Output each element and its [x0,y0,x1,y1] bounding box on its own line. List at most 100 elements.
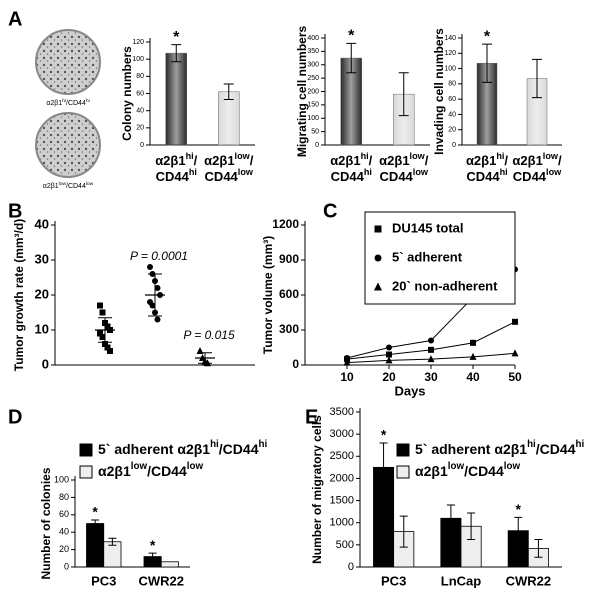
panel-letter: C [323,200,337,222]
label-run: CD44 [331,169,365,184]
x-tick-label: CD44hi [331,167,372,184]
y-tick-label: 20 [35,286,49,301]
y-axis-title: Migrating cell numbers [295,25,309,157]
error-bar [148,552,157,561]
y-tick-label: 20 [59,544,69,554]
y-tick-label: 60 [448,96,456,103]
y-tick-label: 1500 [330,494,354,506]
label-run: CD44 [380,169,414,184]
y-tick-label: 0 [140,142,144,149]
label-run: /CD44 [464,463,504,479]
marker [102,341,108,347]
p-value: P = 0.015 [183,328,235,342]
x-tick-label: α2β1low/ [512,151,562,168]
label-run: α2β1 [466,153,496,168]
y-tick-label: 50 [311,128,319,135]
label-run: α2β1 [330,153,360,168]
error-bar [482,43,492,83]
label-run: low [543,151,559,161]
error-bar [467,512,476,541]
label-run: α2β1 [43,183,59,190]
label-run: α2β1 [98,463,131,479]
error-bar [91,519,100,528]
y-tick-label: 900 [279,252,299,266]
legend-swatch [79,465,93,479]
label-run: hi [210,439,219,450]
marker [511,349,519,357]
error-bar [399,515,408,548]
label-run: / [558,153,562,168]
label-run: /CD44 [536,441,576,457]
label-run: hi [527,439,536,450]
legend-label: 5` adherent α2β1hi/CD44hi [415,439,584,457]
label-run: / [194,153,198,168]
label-run: hi [496,151,504,161]
x-tick-label: 50 [508,370,522,384]
legend-swatch [79,443,93,457]
y-tick-label: 40 [35,216,49,231]
label-run: low [131,461,148,472]
y-tick-label: 80 [448,81,456,88]
x-tick-label: 20 [382,370,396,384]
marker [386,344,392,351]
panel-letter: B [8,200,22,222]
legend-label: 20` non-adherent [392,278,498,293]
marker [99,309,106,316]
x-tick-label: 30 [424,370,438,384]
y-tick-label: 0 [348,561,354,573]
marker [386,351,392,358]
marker [374,282,382,291]
x-tick-label: CD44hi [156,167,197,184]
marker [470,339,476,346]
y-tick-label: 10 [35,321,49,336]
marker [154,285,161,291]
error-bar [148,273,162,317]
error-bar [514,516,523,545]
marker [99,334,106,340]
label-run: hi [186,151,194,161]
label-run: CD44 [466,169,500,184]
legend-label: 5` adherent [392,249,463,264]
label-run: /CD44 [147,463,187,479]
error-bar [532,58,542,99]
marker [428,346,434,353]
x-tick-label: CD44low [513,167,562,184]
y-tick-label: 20 [136,125,144,132]
marker [97,302,103,309]
marker [427,355,435,363]
y-tick-label: 0 [42,356,49,371]
y-tick-label: 100 [307,115,319,122]
label-run: 5` adherent α2β1 [98,441,210,457]
y-tick-label: 0 [315,142,319,149]
error-bar [534,539,543,558]
colony-dish [35,112,101,178]
marker [512,318,518,325]
y-tick-label: 2500 [330,450,354,462]
x-tick-label: α2β1hi/ [155,151,197,168]
significance-star: * [516,501,522,517]
y-tick-label: 120 [444,50,456,57]
y-tick-label: 1000 [330,517,354,529]
y-axis-title: Tumor growth rate (mm³/d) [12,219,26,371]
label-run: /CD44 [219,441,259,457]
y-tick-label: 100 [132,56,144,63]
bar [160,561,179,568]
x-tick-label: 40 [466,370,480,384]
marker [154,316,161,323]
x-axis-title: Days [394,383,425,398]
label-run: hi [364,167,372,177]
legend-box [364,211,516,305]
x-tick-label: CD44hi [466,167,507,184]
label-run: α2β1 [46,100,62,107]
label-run: low [546,167,562,177]
x-tick-label: 10 [340,370,354,384]
significance-star: * [484,28,491,45]
label-run: CD44 [156,169,190,184]
y-tick-label: 140 [444,35,456,42]
p-value: P = 0.0001 [130,249,188,263]
label-run: hi [62,98,66,104]
label-run: α2β1 [204,153,234,168]
legend-label: DU145 total [392,220,464,235]
y-axis-title: Number of colonies [39,467,53,579]
y-tick-label: 300 [279,322,299,336]
